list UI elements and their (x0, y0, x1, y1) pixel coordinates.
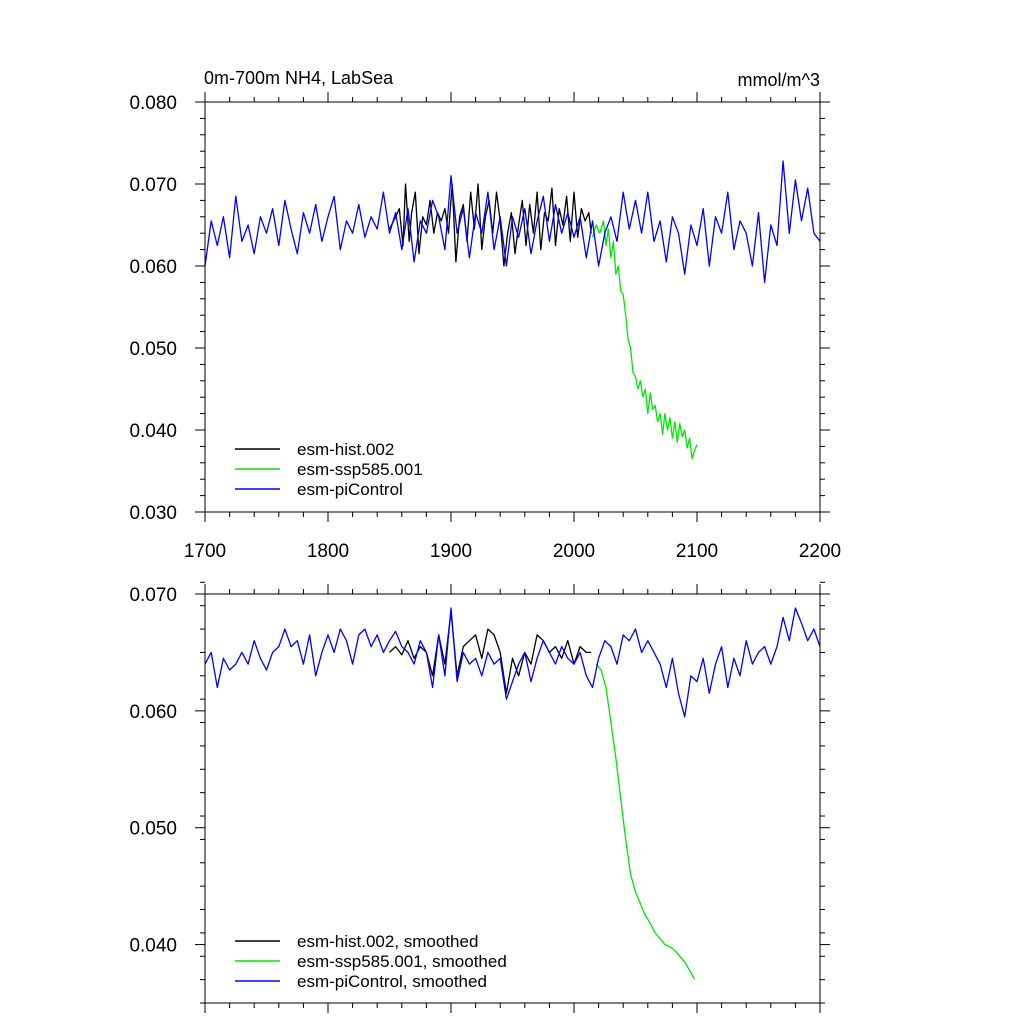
bottom-series-line-1 (595, 663, 696, 980)
top-legend-label-0: esm-hist.002 (297, 440, 394, 459)
top-series-line-2 (204, 160, 821, 284)
top-chart-units: mmol/m^3 (738, 70, 820, 90)
top-x-tick-label-1: 1800 (307, 541, 349, 562)
top-y-tick-label-3: 0.060 (129, 257, 177, 278)
top-x-tick-label-5: 2200 (799, 541, 841, 562)
bottom-y-tick-label-2: 0.060 (129, 702, 177, 723)
top-series-line-1 (591, 220, 698, 460)
top-plot-frame (204, 101, 821, 513)
bottom-legend-label-0: esm-hist.002, smoothed (297, 932, 478, 951)
bottom-series-line-2 (204, 607, 821, 718)
top-chart-title: 0m-700m NH4, LabSea (204, 68, 394, 88)
top-y-tick-label-2: 0.050 (129, 339, 177, 360)
top-y-tick-label-0: 0.030 (129, 503, 177, 524)
bottom-series-line-0 (389, 610, 592, 694)
top-legend-label-1: esm-ssp585.001 (297, 460, 423, 479)
bottom-y-tick-label-0: 0.040 (129, 936, 177, 957)
top-y-tick-label-1: 0.040 (129, 421, 177, 442)
top-y-tick-label-5: 0.080 (129, 93, 177, 114)
bottom-legend-label-1: esm-ssp585.001, smoothed (297, 952, 507, 971)
bottom-legend-label-2: esm-piControl, smoothed (297, 972, 487, 991)
top-y-tick-label-4: 0.070 (129, 175, 177, 196)
top-x-tick-label-3: 2000 (553, 541, 595, 562)
top-legend-label-2: esm-piControl (297, 480, 403, 499)
top-x-tick-label-0: 1700 (184, 541, 226, 562)
top-x-tick-label-2: 1900 (430, 541, 472, 562)
top-x-tick-label-4: 2100 (676, 541, 718, 562)
bottom-y-tick-label-1: 0.050 (129, 819, 177, 840)
bottom-y-tick-label-3: 0.070 (129, 585, 177, 606)
top-panel: 0m-700m NH4, LabSea mmol/m^3 1700 1800 190… (129, 68, 841, 562)
bottom-plot-frame (204, 593, 821, 1004)
bottom-panel: 0.040 0.050 0.060 0.070 esm-hist.002, smooth… (129, 581, 830, 1013)
